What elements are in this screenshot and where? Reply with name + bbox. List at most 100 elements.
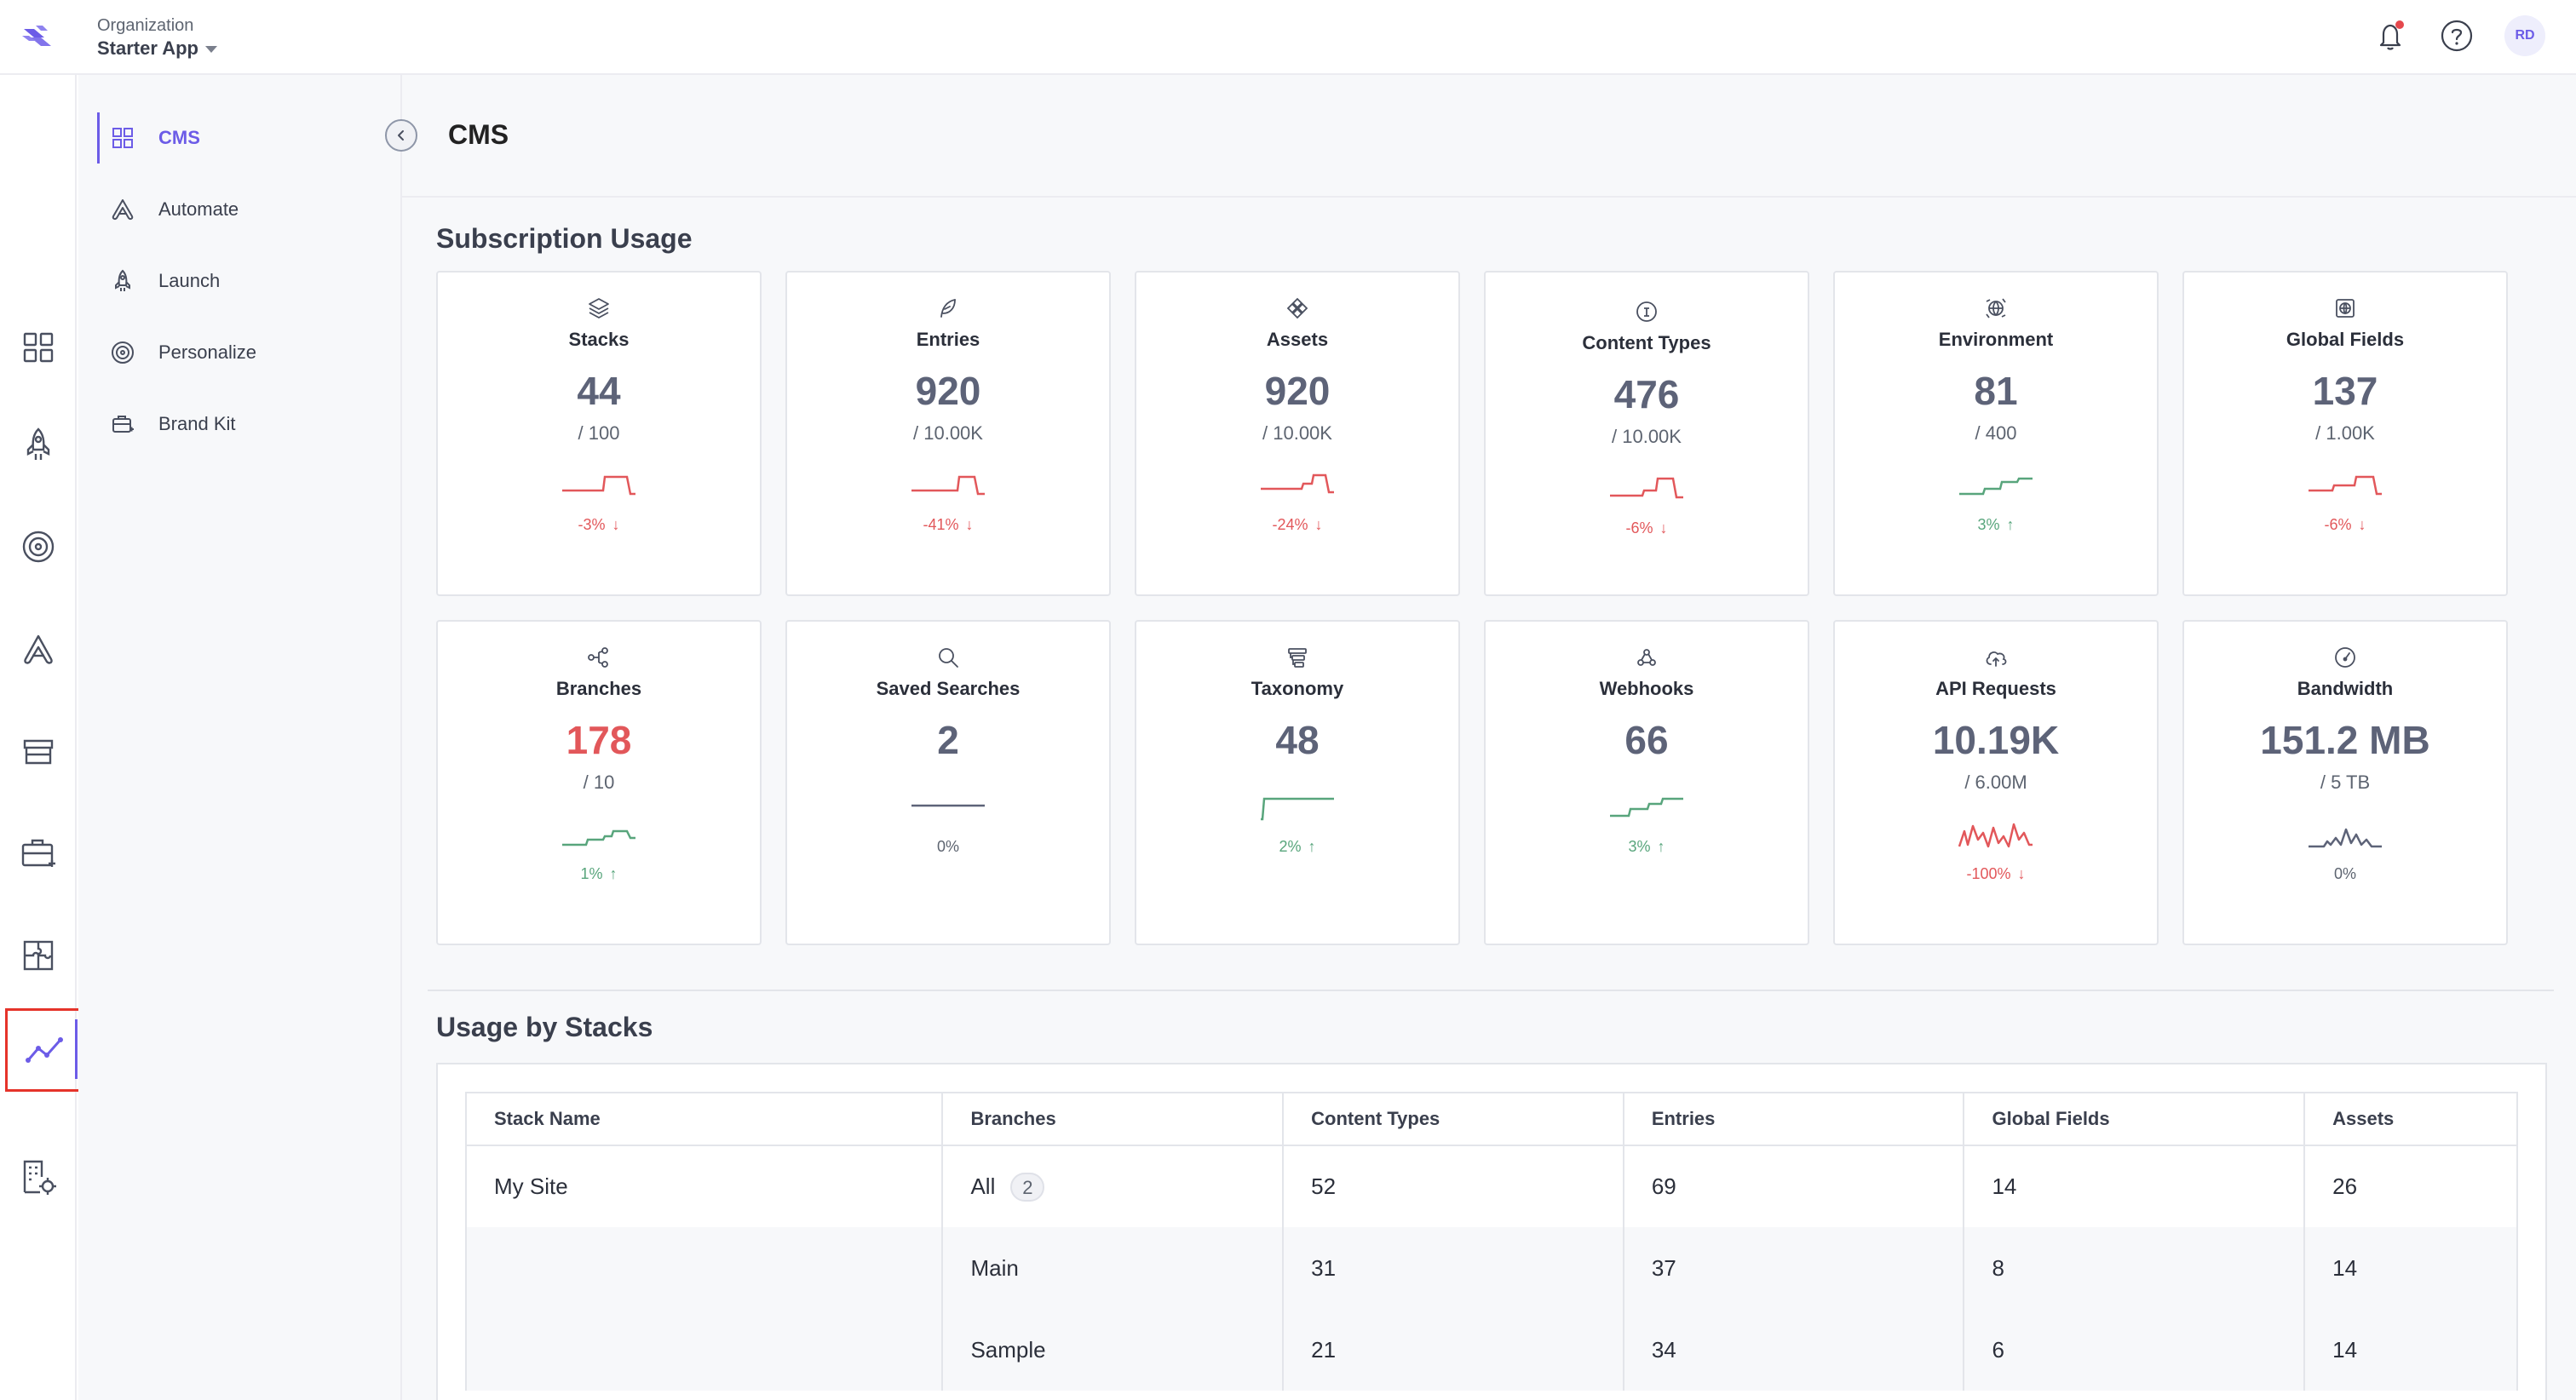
trend-value: 1% — [580, 865, 603, 882]
column-header-assets[interactable]: Assets — [2303, 1092, 2518, 1146]
help-button[interactable] — [2438, 17, 2475, 55]
collapse-sidebar-button[interactable] — [385, 119, 417, 152]
card-label: Entries — [916, 329, 980, 350]
sparkline-chart — [2309, 828, 2382, 848]
card-label: Content Types — [1582, 332, 1711, 353]
trend-value: 0% — [936, 838, 959, 855]
usage-card-assets: Assets 920 / 10.00K -24% ↓ — [1135, 271, 1460, 596]
sidebar-item-automate[interactable]: Automate — [97, 184, 378, 235]
cell-entries: 37 — [1622, 1227, 1965, 1309]
arrow-up-icon: ↑ — [2006, 516, 2015, 533]
sparkline-chart — [1610, 797, 1683, 818]
analytics-chart-icon[interactable] — [5, 1008, 85, 1092]
briefcase-icon[interactable] — [0, 819, 77, 887]
cell-assets: 14 — [2303, 1309, 2518, 1391]
column-header-entries[interactable]: Entries — [1622, 1092, 1965, 1146]
organization-name-text: Starter App — [97, 37, 198, 59]
card-trend: -100% ↓ — [1966, 865, 2025, 883]
column-header-content-types[interactable]: Content Types — [1282, 1092, 1624, 1146]
card-value: 920 — [915, 369, 981, 413]
card-limit: / 10.00K — [1612, 426, 1682, 447]
arrow-down-icon: ↓ — [1314, 516, 1323, 533]
rocket-icon — [115, 269, 130, 291]
card-label: Assets — [1266, 329, 1329, 350]
cell-content-types: 31 — [1282, 1227, 1624, 1309]
avatar[interactable]: RD — [2504, 15, 2545, 56]
automate-icon[interactable] — [0, 615, 77, 683]
sidebar-item-cms[interactable]: CMS — [97, 112, 378, 164]
global-fields-icon — [2332, 295, 2359, 322]
sparkline-chart — [911, 475, 985, 496]
card-value: 920 — [1264, 369, 1331, 413]
table-row[interactable]: Main 31 37 8 14 — [464, 1227, 2518, 1309]
column-header-branches[interactable]: Branches — [941, 1092, 1285, 1146]
header-divider — [402, 196, 2576, 198]
organization-switcher[interactable]: Organization Starter App — [97, 15, 217, 61]
cell-entries: 69 — [1622, 1145, 1965, 1227]
cell-global-fields: 14 — [1963, 1145, 2306, 1227]
cell-stack-name: My Site — [464, 1145, 944, 1227]
usage-card-branches: Branches 178 / 10 1% ↑ — [436, 620, 762, 945]
cell-branches: Sample — [941, 1309, 1285, 1391]
card-trend: 2% ↑ — [1279, 838, 1315, 856]
sidebar-item-launch[interactable]: Launch — [97, 255, 378, 307]
org-settings-icon[interactable] — [0, 1143, 77, 1211]
column-header-global-fields[interactable]: Global Fields — [1963, 1092, 2306, 1146]
webhook-icon — [1633, 644, 1660, 671]
card-trend: 3% ↑ — [1977, 516, 2014, 534]
card-label: Webhooks — [1599, 678, 1694, 699]
personalize-target-icon[interactable] — [0, 513, 77, 581]
table-row[interactable]: My Site All 2 52 69 14 26 — [464, 1145, 2518, 1227]
dashboard-grid-icon[interactable] — [0, 313, 77, 382]
arrow-down-icon: ↓ — [1659, 519, 1668, 536]
sparkline-chart — [562, 829, 635, 846]
arrow-down-icon: ↓ — [612, 516, 620, 533]
card-label: Stacks — [568, 329, 630, 350]
bell-icon — [2379, 24, 2401, 50]
card-value: 151.2 MB — [2260, 718, 2430, 762]
launch-rocket-icon[interactable] — [0, 410, 77, 479]
card-value: 476 — [1613, 372, 1680, 416]
sidebar-item-personalize[interactable]: Personalize — [97, 327, 378, 378]
trend-value: 3% — [1977, 516, 2000, 533]
card-trend: -41% ↓ — [923, 516, 973, 534]
card-label: Environment — [1938, 329, 2054, 350]
arrow-up-icon: ↑ — [1308, 838, 1316, 855]
sparkline-chart — [1261, 797, 1334, 821]
usage-card-environment: Environment 81 / 400 3% ↑ — [1833, 271, 2159, 596]
subscription-usage-heading: Subscription Usage — [436, 223, 693, 254]
organization-name[interactable]: Starter App — [97, 36, 217, 61]
card-limit: / 400 — [1975, 422, 2017, 444]
card-limit: / 10.00K — [1262, 422, 1332, 444]
usage-card-webhooks: Webhooks 66 3% ↑ — [1484, 620, 1809, 945]
cell-branches: Main — [941, 1227, 1285, 1309]
usage-card-api-requests: API Requests 10.19K / 6.00M -100% ↓ — [1833, 620, 2159, 945]
table-header-row: Stack Name Branches Content Types Entrie… — [464, 1092, 2518, 1146]
grid-icon — [112, 128, 133, 148]
sidebar-item-label: Launch — [158, 270, 221, 291]
cell-global-fields: 6 — [1963, 1309, 2306, 1391]
cell-branches: All 2 — [941, 1145, 1285, 1227]
chevron-left-icon — [398, 130, 404, 141]
sidebar-item-label: Personalize — [158, 341, 256, 363]
app-logo-icon[interactable] — [19, 19, 56, 56]
notification-dot — [2395, 20, 2404, 29]
card-trend: -6% ↓ — [2324, 516, 2366, 534]
sidebar-item-brand-kit[interactable]: Brand Kit — [97, 399, 378, 450]
card-label: Saved Searches — [876, 678, 1021, 699]
table-row[interactable]: Sample 21 34 6 14 — [464, 1309, 2518, 1391]
arrow-down-icon: ↓ — [2358, 516, 2366, 533]
card-trend: -24% ↓ — [1272, 516, 1322, 534]
card-limit: / 5 TB — [2320, 772, 2371, 793]
sparkline-chart — [1959, 477, 2033, 496]
notifications-button[interactable] — [2372, 17, 2409, 55]
automate-icon — [112, 199, 134, 221]
cell-global-fields: 8 — [1963, 1227, 2306, 1309]
sparkline-chart — [2309, 475, 2382, 496]
puzzle-icon[interactable] — [0, 921, 77, 990]
card-value: 2 — [937, 718, 959, 762]
card-value: 66 — [1624, 718, 1669, 762]
marketplace-store-icon[interactable] — [0, 717, 77, 785]
column-header-stack-name[interactable]: Stack Name — [464, 1092, 944, 1146]
usage-by-stacks-table: Stack Name Branches Content Types Entrie… — [464, 1092, 2518, 1391]
